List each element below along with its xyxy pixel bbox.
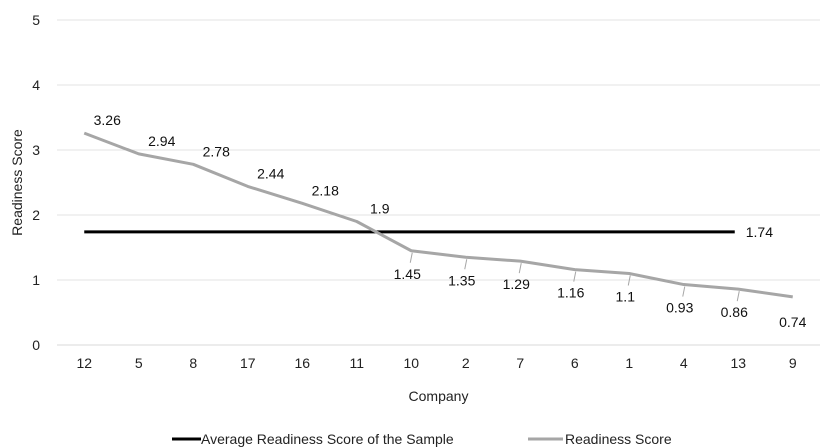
x-axis-ticks: 12 5 8 17 16 11 10 2 7 6 1 4 13 9	[76, 355, 796, 371]
y-axis-ticks: 0 1 2 3 4 5	[32, 12, 40, 353]
x-tick-label: 16	[294, 355, 310, 371]
legend-label-readiness: Readiness Score	[565, 431, 672, 447]
x-axis-title: Company	[409, 388, 469, 404]
x-tick-label: 11	[349, 355, 364, 371]
x-tick-label: 5	[135, 355, 143, 371]
legend-label-average: Average Readiness Score of the Sample	[201, 431, 454, 447]
legend-item-average: Average Readiness Score of the Sample	[172, 431, 454, 447]
x-tick-label: 6	[571, 355, 579, 371]
data-label: 1.35	[448, 272, 475, 288]
legend: Average Readiness Score of the Sample Re…	[172, 431, 672, 447]
y-tick-label: 2	[32, 207, 40, 223]
data-label: 3.26	[94, 112, 121, 128]
data-label: 1.29	[503, 276, 530, 292]
data-label: 0.86	[721, 304, 748, 320]
label-leader	[682, 286, 686, 297]
data-label: 0.93	[666, 300, 693, 316]
data-label: 1.1	[616, 289, 636, 305]
data-label: 1.9	[370, 201, 390, 217]
data-label: 2.18	[312, 182, 339, 198]
x-tick-label: 2	[462, 355, 470, 371]
x-tick-label: 8	[189, 355, 197, 371]
x-tick-label: 7	[516, 355, 524, 371]
label-leader	[409, 252, 413, 263]
label-leader	[736, 291, 740, 302]
data-labels: 1.74 3.26 2.94 2.78 2.44 2.18 1.9 1.45 1.35 1.29 1…	[94, 112, 807, 330]
x-tick-label: 12	[76, 355, 92, 371]
series-line-readiness	[83, 131, 793, 299]
label-leader	[518, 263, 522, 274]
data-label: 1.16	[557, 285, 584, 301]
x-tick-label: 4	[680, 355, 688, 371]
gridlines	[57, 19, 820, 281]
label-leader	[573, 271, 577, 282]
label-leader	[464, 259, 468, 270]
x-tick-label: 9	[789, 355, 797, 371]
y-tick-label: 1	[32, 272, 40, 288]
average-value-label: 1.74	[746, 224, 773, 240]
x-tick-label: 10	[403, 355, 419, 371]
label-leader	[627, 275, 631, 286]
y-tick-label: 4	[32, 77, 40, 93]
data-label: 0.74	[779, 314, 806, 330]
data-label: 2.78	[203, 143, 230, 159]
y-tick-label: 0	[32, 337, 40, 353]
legend-item-readiness: Readiness Score	[528, 431, 672, 447]
data-label: 2.94	[148, 133, 175, 149]
x-tick-label: 13	[730, 355, 746, 371]
x-tick-label: 1	[625, 355, 633, 371]
y-tick-label: 3	[32, 142, 40, 158]
y-axis-title: Readiness Score	[9, 129, 25, 236]
data-label: 2.44	[257, 165, 284, 181]
x-tick-label: 17	[240, 355, 256, 371]
data-label: 1.45	[394, 266, 421, 282]
series-layer	[83, 131, 793, 299]
y-tick-label: 5	[32, 12, 40, 28]
